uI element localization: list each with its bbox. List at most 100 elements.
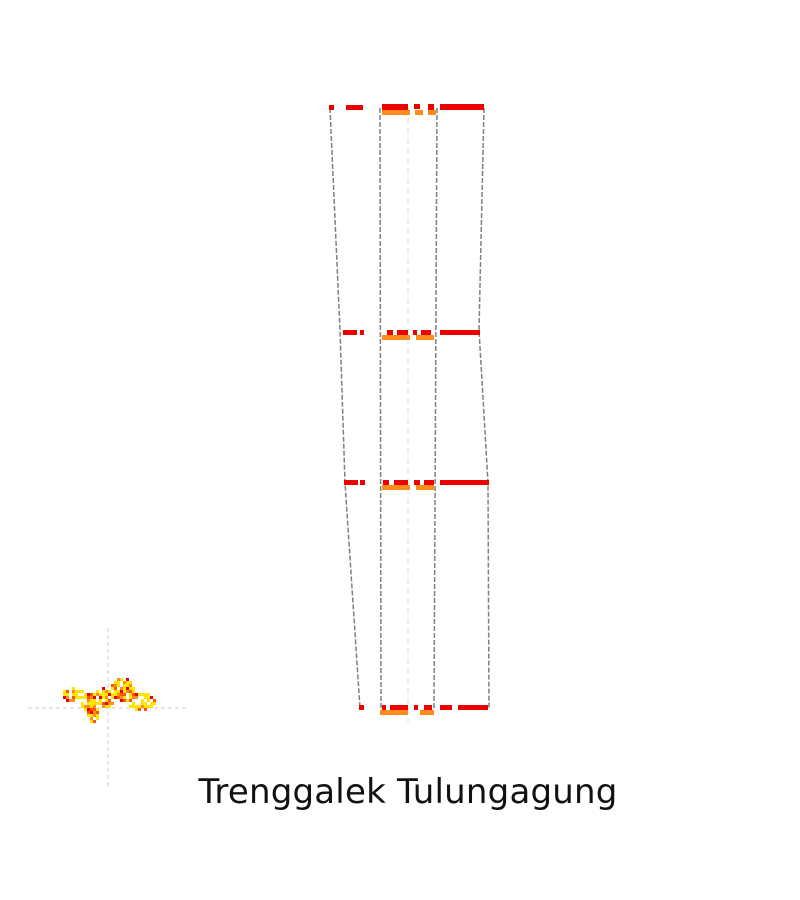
- inset-cell: [90, 711, 93, 714]
- inset-cell: [132, 705, 135, 708]
- inset-cell: [129, 699, 132, 702]
- inset-cell: [96, 714, 99, 717]
- inset-cell: [126, 678, 129, 681]
- inset-cell: [96, 711, 99, 714]
- inset-cell: [129, 696, 132, 699]
- inset-cell: [129, 681, 132, 684]
- inset-cell: [93, 705, 96, 708]
- inset-cell: [147, 693, 150, 696]
- inset-cell: [96, 717, 99, 720]
- inset-cell: [84, 705, 87, 708]
- inset-cell: [66, 693, 69, 696]
- inset-cell: [108, 705, 111, 708]
- inset-cell: [93, 714, 96, 717]
- inset-cell: [90, 705, 93, 708]
- inset-cell: [129, 687, 132, 690]
- inset-cell: [66, 690, 69, 693]
- inset-cell: [144, 708, 147, 711]
- inset-cell: [81, 696, 84, 699]
- inset-cell: [87, 699, 90, 702]
- inset-cell: [114, 693, 117, 696]
- inset-cell: [117, 681, 120, 684]
- inset-cell: [93, 699, 96, 702]
- inset-cell: [123, 681, 126, 684]
- inset-cell: [105, 705, 108, 708]
- inset-cell: [105, 702, 108, 705]
- inset-cell: [72, 690, 75, 693]
- inset-cell: [153, 699, 156, 702]
- inset-cell: [63, 693, 66, 696]
- inset-cell: [144, 693, 147, 696]
- map-strip-panels: [329, 104, 490, 722]
- inset-cell: [123, 687, 126, 690]
- inset-cell: [81, 702, 84, 705]
- inset-cell: [87, 711, 90, 714]
- inset-cell: [108, 699, 111, 702]
- inset-cell: [135, 696, 138, 699]
- inset-cell: [150, 705, 153, 708]
- inset-cell: [147, 699, 150, 702]
- inset-cell: [141, 693, 144, 696]
- inset-cell: [87, 708, 90, 711]
- inset-cell: [135, 705, 138, 708]
- inset-cell: [87, 702, 90, 705]
- inset-cell: [87, 696, 90, 699]
- inset-cell: [84, 696, 87, 699]
- inset-cell: [75, 690, 78, 693]
- inset-cell: [69, 699, 72, 702]
- inset-cell: [120, 699, 123, 702]
- inset-cell: [117, 690, 120, 693]
- strip-right-outline: [478, 107, 490, 709]
- inset-cell: [84, 693, 87, 696]
- inset-cell: [90, 708, 93, 711]
- inset-cell: [75, 696, 78, 699]
- inset-cell: [144, 696, 147, 699]
- inset-cell: [90, 693, 93, 696]
- inset-cell: [126, 687, 129, 690]
- inset-cell: [90, 714, 93, 717]
- inset-cell: [90, 696, 93, 699]
- inset-locator-map: [28, 628, 188, 788]
- inset-cell: [147, 696, 150, 699]
- inset-cell: [132, 702, 135, 705]
- inset-cell: [138, 708, 141, 711]
- inset-cell: [102, 696, 105, 699]
- inset-cell: [141, 699, 144, 702]
- inset-cell: [75, 693, 78, 696]
- inset-cell: [144, 705, 147, 708]
- inset-cell: [108, 702, 111, 705]
- inset-cell: [132, 687, 135, 690]
- inset-cell: [132, 696, 135, 699]
- inset-cell: [90, 717, 93, 720]
- inset-cell: [123, 684, 126, 687]
- inset-cell: [96, 693, 99, 696]
- inset-cell: [93, 711, 96, 714]
- inset-cell: [66, 699, 69, 702]
- inset-cell: [123, 696, 126, 699]
- inset-cell: [150, 702, 153, 705]
- inset-cell: [87, 693, 90, 696]
- inset-cell: [105, 696, 108, 699]
- inset-cell: [126, 690, 129, 693]
- inset-cell: [117, 693, 120, 696]
- inset-cell: [93, 696, 96, 699]
- inset-cell: [87, 705, 90, 708]
- inset-cell: [123, 693, 126, 696]
- inset-cell: [114, 681, 117, 684]
- inset-cell: [99, 696, 102, 699]
- inset-cell: [141, 702, 144, 705]
- inset-cell: [99, 693, 102, 696]
- inset-cell: [120, 693, 123, 696]
- inset-cell: [99, 699, 102, 702]
- inset-cell: [63, 696, 66, 699]
- band-row-4: [359, 705, 488, 715]
- inset-cell: [78, 696, 81, 699]
- inset-cell: [138, 705, 141, 708]
- inset-cell: [111, 696, 114, 699]
- inset-cell: [111, 684, 114, 687]
- inset-cell: [108, 690, 111, 693]
- inset-cell: [72, 696, 75, 699]
- inset-cell: [123, 699, 126, 702]
- inset-cell: [63, 690, 66, 693]
- inset-cell: [102, 693, 105, 696]
